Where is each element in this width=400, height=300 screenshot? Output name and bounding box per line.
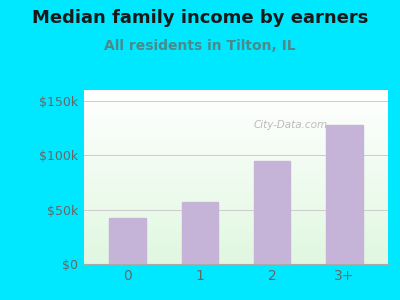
Bar: [254, 161, 290, 264]
Text: Median family income by earners: Median family income by earners: [32, 9, 368, 27]
Bar: [182, 202, 218, 264]
Bar: [109, 218, 146, 264]
Bar: [326, 125, 363, 264]
Text: City-Data.com: City-Data.com: [254, 120, 328, 130]
Text: All residents in Tilton, IL: All residents in Tilton, IL: [104, 39, 296, 53]
